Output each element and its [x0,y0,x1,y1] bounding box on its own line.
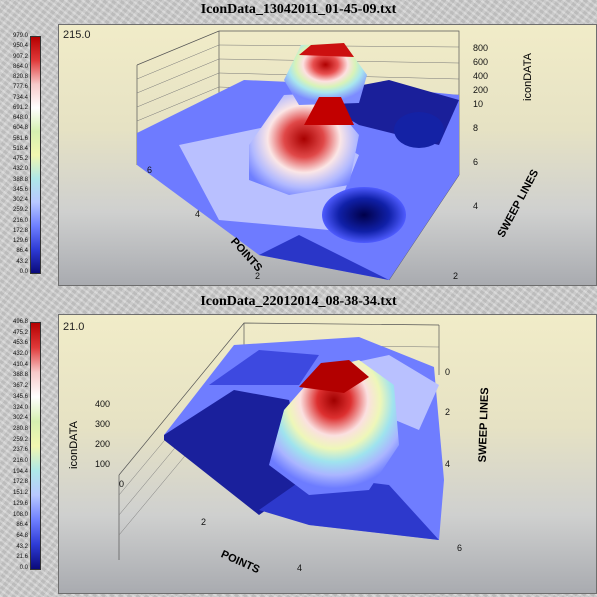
colorbar-1-tick: 129.6 [12,238,28,245]
colorbar-2-tick: 216.0 [12,458,28,465]
points-axis-ticks-1: 6 4 2 [147,165,260,281]
z-axis-label-1: iconDATA [522,52,534,101]
chart-title-1: IconData_13042011_01-45-09.txt [200,2,397,17]
colorbar-1-tick: 907.2 [12,53,28,60]
colorbar-2-tick: 129.6 [12,500,28,507]
colorbar-2-tick: 280.8 [12,425,28,432]
colorbar-2-tick: 432.0 [12,351,28,358]
colorbar-1-tick: 43.2 [16,258,28,265]
colorbar-1-tick: 820.8 [12,74,28,81]
sweep-axis-label-1: SWEEP LINES [495,168,541,240]
colorbar-1-tick: 388.8 [12,176,28,183]
colorbar-1-tick: 864.0 [12,63,28,70]
colorbar-2-tick: 86.4 [16,522,28,529]
surface-mesh-1 [137,43,459,280]
colorbar-1-tick: 777.6 [12,84,28,91]
colorbar-2-tick: 259.2 [12,436,28,443]
sweep-tick-1: 4 [473,201,478,211]
colorbar-2-tick: 388.8 [12,372,28,379]
colorbar-1-tick: 691.2 [12,104,28,111]
colorbar-1-tick: 475.2 [12,156,28,163]
colorbar-1-tick: 950.4 [12,43,28,50]
point-tick-2: 2 [201,517,206,527]
colorbar-1: 979.0 950.4 907.2 864.0 820.8 777.6 734.4 691.2… [4,33,56,276]
point-tick-1: 4 [195,209,200,219]
colorbar-2-tick: 324.0 [12,404,28,411]
sweep-tick-2: 0 [445,367,450,377]
z-tick-1: 400 [473,71,488,81]
surface-plot-2: 400 300 200 100 0 2 4 6 0 2 4 iconDATA SWEEP LIN… [68,322,492,576]
z-tick-1: 800 [473,43,488,53]
colorbar-1-tick: 734.4 [12,94,28,101]
z-axis-label-2: iconDATA [68,420,80,469]
colorbar-2-tick: 302.4 [12,415,28,422]
colorbar-1-tick: 259.2 [12,207,28,214]
plot-area-1: 215.0 [58,24,597,286]
sweep-axis-ticks-1: 10 8 6 4 2 [453,99,483,281]
colorbar-1-tick: 345.6 [12,186,28,193]
sweep-tick-1: 10 [473,99,483,109]
colorbar-2-tick: 367.2 [12,383,28,390]
sweep-tick-1: 6 [473,157,478,167]
colorbar-1-tick: 979.0 [12,33,28,39]
colorbar-1-tick: 302.4 [12,197,28,204]
colorbar-2: 496.8 475.2 453.6 432.0 410.4 388.8 367.2 345.6… [4,319,56,572]
colorbar-2-tick: 172.8 [12,479,28,486]
z-axis-ticks-1: 800 600 400 200 [473,43,488,95]
colorbar-1-tick: 561.6 [12,135,28,142]
colorbar-2-tick: 151.2 [12,490,28,497]
colorbar-2-tick: 0.0 [19,565,28,571]
colorbar-1-tick: 86.4 [16,248,28,255]
sweep-axis-ticks-2: 0 2 4 6 [445,367,462,553]
min-value-label-2: 21.0 [63,321,85,333]
colorbar-1-tick: 432.0 [12,166,28,173]
sweep-tick-2: 6 [457,543,462,553]
sweep-tick-1: 8 [473,123,478,133]
colorbar-2-tick: 496.8 [12,319,28,325]
colorbar-1-tick: 172.8 [12,227,28,234]
colorbar-2-tick: 475.2 [12,329,28,336]
surface-plot-1: 800 600 400 200 10 8 6 4 2 6 4 2 iconDATA SWEEP L… [136,30,541,281]
z-axis-ticks-2: 400 300 200 100 [95,399,110,469]
point-tick-1: 6 [147,165,152,175]
point-tick-2: 4 [297,563,302,573]
z-tick-1: 600 [473,57,488,67]
colorbar-gradient-2 [30,322,41,570]
colorbar-1-tick: 216.0 [12,217,28,224]
colorbar-2-tick: 410.4 [12,361,28,368]
colorbar-2-tick: 64.8 [16,532,28,539]
colorbar-gradient-1 [30,36,41,274]
colorbar-1-tick: 518.4 [12,145,28,152]
surface-mesh-2 [164,337,444,540]
sweep-tick-1: 2 [453,271,458,281]
z-tick-2: 200 [95,439,110,449]
point-tick-2: 0 [119,479,124,489]
plot-area-2: 21.0 [58,314,597,594]
z-tick-2: 100 [95,459,110,469]
sweep-tick-2: 2 [445,407,450,417]
min-value-label-1: 215.0 [63,29,91,41]
z-tick-2: 400 [95,399,110,409]
z-tick-1: 200 [473,85,488,95]
chart-title-2: IconData_22012014_08-38-34.txt [200,294,397,309]
sweep-tick-2: 4 [445,459,450,469]
z-tick-2: 300 [95,419,110,429]
colorbar-2-tick: 237.6 [12,447,28,454]
colorbar-2-tick: 345.6 [12,393,28,400]
colorbar-2-tick: 108.0 [12,511,28,518]
points-axis-ticks-2: 0 2 4 [119,479,302,573]
colorbar-1-tick: 648.0 [12,115,28,122]
colorbar-2-tick: 43.2 [16,543,28,550]
colorbar-1-tick: 0.0 [19,269,28,275]
colorbar-2-tick: 21.6 [16,554,28,561]
colorbar-2-tick: 194.4 [12,468,28,475]
colorbar-2-tick: 453.6 [12,340,28,347]
point-tick-1: 2 [255,271,260,281]
sweep-axis-label-2: SWEEP LINES [477,387,492,462]
points-axis-label-2: POINTS [219,548,261,576]
colorbar-1-tick: 604.8 [12,125,28,132]
